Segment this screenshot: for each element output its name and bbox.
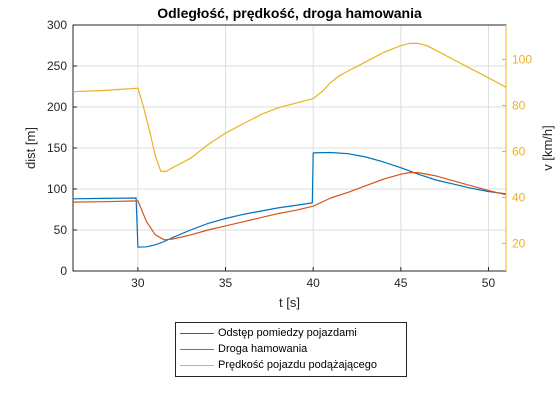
x-tick-label: 40: [306, 276, 320, 290]
y-tick-label-right: 60: [512, 144, 526, 158]
legend-label: Prędkość pojazdu podążającego: [218, 359, 378, 371]
chart-title: Odległość, prędkość, droga hamowania: [157, 5, 422, 21]
x-tick-label: 45: [394, 276, 408, 290]
legend-swatch: [180, 332, 214, 334]
legend-swatch: [180, 364, 214, 366]
legend-swatch: [180, 348, 214, 350]
y-tick-label-right: 100: [512, 52, 532, 66]
series-line-2: [72, 172, 507, 241]
y-tick-label-right: 20: [512, 236, 526, 250]
y-tick-label-left: 150: [47, 141, 67, 155]
legend-entry: Prędkość pojazdu podążającego: [176, 357, 406, 373]
y-tick-label-right: 80: [512, 98, 526, 112]
legend: Odstęp pomiedzy pojazdami Droga hamowania…: [175, 322, 407, 377]
y-tick-label-left: 100: [47, 182, 67, 196]
legend-entry: Odstęp pomiedzy pojazdami: [176, 325, 406, 341]
legend-label: Odstęp pomiedzy pojazdami: [218, 327, 357, 339]
y-tick-label-right: 40: [512, 190, 526, 204]
y-tick-label-left: 50: [54, 223, 68, 237]
legend-label: Droga hamowania: [218, 343, 308, 355]
y-tick-label-left: 200: [47, 100, 67, 114]
series-line-1: [72, 151, 507, 248]
y-tick-label-left: 250: [47, 59, 67, 73]
x-axis-label: t [s]: [279, 295, 300, 310]
x-tick-label: 35: [219, 276, 233, 290]
y-tick-label-left: 0: [60, 264, 67, 278]
series-line-3: [72, 42, 507, 173]
x-tick-label: 50: [482, 276, 496, 290]
y-tick-label-left: 300: [47, 18, 67, 32]
legend-entry: Droga hamowania: [176, 341, 406, 357]
x-tick-label: 30: [131, 276, 145, 290]
y-axis-label-left: dist [m]: [23, 127, 38, 169]
y-axis-label-right: v [km/h]: [540, 125, 555, 171]
series-lines: [72, 42, 507, 248]
ticks: 30 35 40 45 50 0 50 100 150 200 250 300 20 40 60 80 100: [47, 18, 532, 290]
